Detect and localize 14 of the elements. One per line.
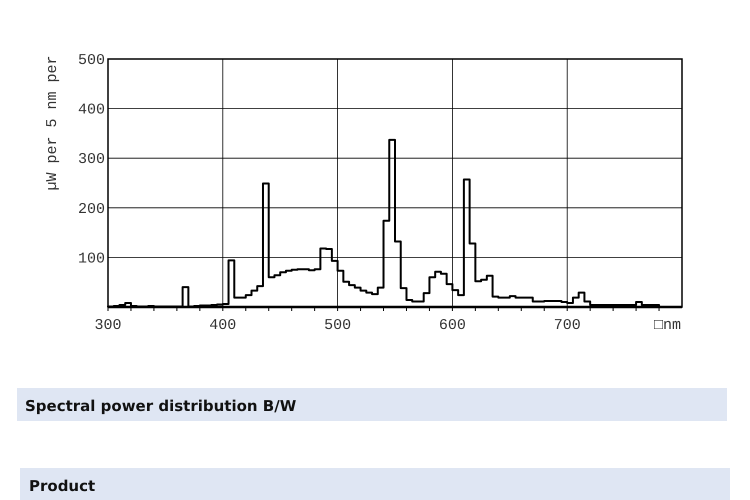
y-tick-label: 100 (78, 250, 105, 268)
y-tick-label: 300 (78, 151, 105, 168)
y-tick-label: 400 (78, 102, 105, 119)
text: Product (29, 477, 96, 495)
y-tick-label: 200 (78, 200, 105, 218)
x-axis-title: □nm (654, 317, 681, 334)
x-tick-label: 600 (438, 317, 466, 334)
x-tick-label: 700 (554, 317, 581, 334)
y-axis-title: µW per 5 nm per (44, 55, 61, 191)
x-tick-label: 400 (209, 317, 236, 334)
y-tick-label: 500 (78, 52, 105, 69)
text: Spectral power distribution B/W (25, 397, 297, 415)
x-tick-label: 500 (324, 317, 352, 334)
x-tick-label: 300 (94, 317, 122, 334)
